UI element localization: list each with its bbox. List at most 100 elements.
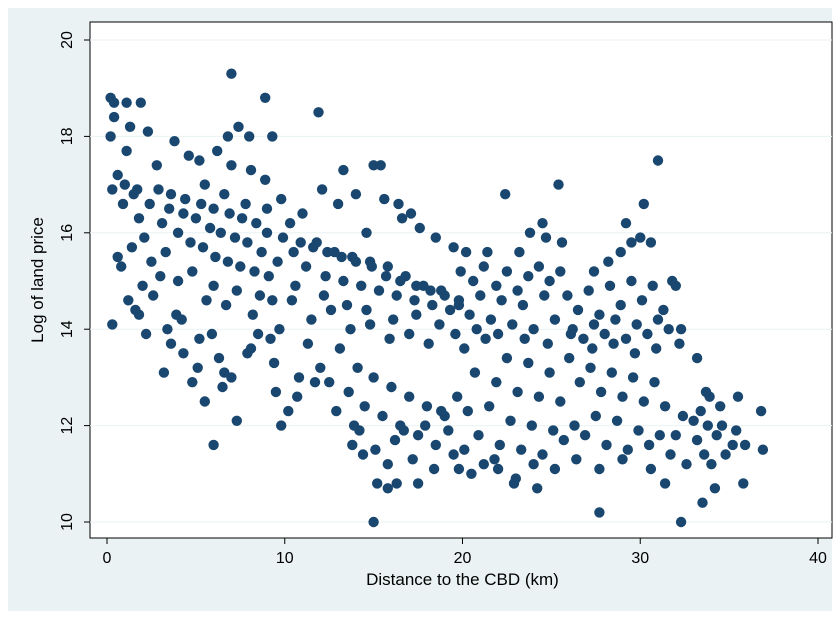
data-point: [331, 405, 342, 417]
data-point: [404, 391, 415, 402]
data-point: [288, 246, 299, 258]
data-point: [201, 295, 212, 306]
data-point: [462, 405, 473, 417]
data-point: [172, 275, 184, 287]
data-point: [411, 309, 422, 320]
data-point: [720, 449, 731, 460]
data-point: [372, 478, 383, 489]
data-point: [341, 299, 353, 311]
data-point: [217, 381, 228, 393]
data-point: [192, 362, 203, 373]
data-point: [199, 179, 210, 190]
data-point: [338, 164, 349, 176]
data-point: [649, 377, 660, 388]
data-point: [484, 401, 495, 412]
data-point: [116, 261, 127, 272]
data-point: [528, 459, 539, 470]
data-point: [222, 131, 234, 142]
data-point: [699, 449, 710, 460]
data-point: [215, 227, 226, 238]
data-point: [757, 444, 769, 455]
axes: 10 12 14 16 18 20 0 10 20 30 40: [59, 31, 827, 567]
data-point: [606, 367, 617, 378]
data-point: [620, 218, 632, 229]
data-point: [537, 218, 548, 229]
data-point: [450, 328, 461, 340]
data-point: [160, 246, 171, 258]
data-point: [636, 295, 648, 306]
data-point: [308, 242, 319, 253]
data-point: [558, 434, 569, 446]
data-point: [133, 309, 145, 320]
data-point: [615, 299, 626, 311]
data-point: [553, 179, 564, 190]
data-point: [292, 391, 303, 402]
data-point: [140, 328, 152, 340]
data-point: [212, 145, 223, 157]
data-point: [334, 343, 346, 354]
data-point: [231, 285, 242, 296]
data-point: [213, 352, 225, 364]
data-point: [645, 237, 657, 248]
data-point: [654, 430, 665, 441]
data-point: [453, 463, 465, 475]
data-point: [615, 246, 626, 258]
data-point: [155, 271, 166, 282]
data-point: [261, 203, 273, 214]
data-point: [627, 372, 639, 383]
data-point: [524, 227, 536, 238]
data-point: [715, 401, 726, 412]
data-point: [540, 232, 552, 243]
data-point: [204, 222, 216, 234]
data-point: [482, 246, 493, 258]
data-point: [290, 280, 301, 291]
data-point: [539, 290, 550, 301]
data-point: [659, 401, 671, 412]
data-point: [608, 338, 619, 349]
data-point: [512, 386, 523, 398]
data-point: [404, 328, 415, 340]
data-point: [601, 439, 612, 451]
data-point: [107, 319, 118, 330]
data-point: [709, 483, 721, 494]
data-point: [587, 343, 598, 354]
data-point: [643, 439, 655, 451]
data-point: [322, 246, 333, 258]
data-point: [156, 218, 168, 229]
data-point: [574, 377, 585, 388]
data-point: [688, 415, 699, 426]
y-tick-label: 10: [59, 513, 76, 531]
data-point: [677, 410, 689, 422]
data-point: [325, 304, 337, 316]
y-tick-label: 12: [59, 417, 76, 435]
data-point: [528, 324, 539, 335]
y-tick-label: 14: [59, 320, 76, 338]
data-point: [658, 304, 669, 316]
data-point: [274, 324, 285, 335]
data-point: [407, 454, 418, 465]
data-point: [421, 401, 433, 412]
data-point: [393, 198, 404, 210]
data-point: [427, 299, 438, 311]
data-point: [732, 391, 744, 402]
data-point: [277, 232, 289, 243]
data-point: [153, 184, 164, 195]
data-point: [121, 97, 132, 108]
data-point: [391, 478, 402, 489]
x-axis-title: Distance to the CBD (km): [366, 570, 559, 589]
data-point: [347, 439, 358, 451]
data-point: [313, 107, 324, 118]
data-point: [626, 237, 637, 248]
data-point: [478, 459, 489, 470]
data-point: [500, 189, 511, 200]
data-point: [302, 338, 314, 349]
data-point: [562, 290, 573, 301]
data-point: [119, 179, 130, 190]
data-point: [626, 275, 637, 287]
data-point: [469, 367, 481, 378]
data-point: [219, 189, 230, 200]
data-point: [599, 328, 610, 340]
data-point: [491, 377, 502, 388]
data-point: [270, 386, 282, 398]
data-point: [610, 314, 621, 325]
